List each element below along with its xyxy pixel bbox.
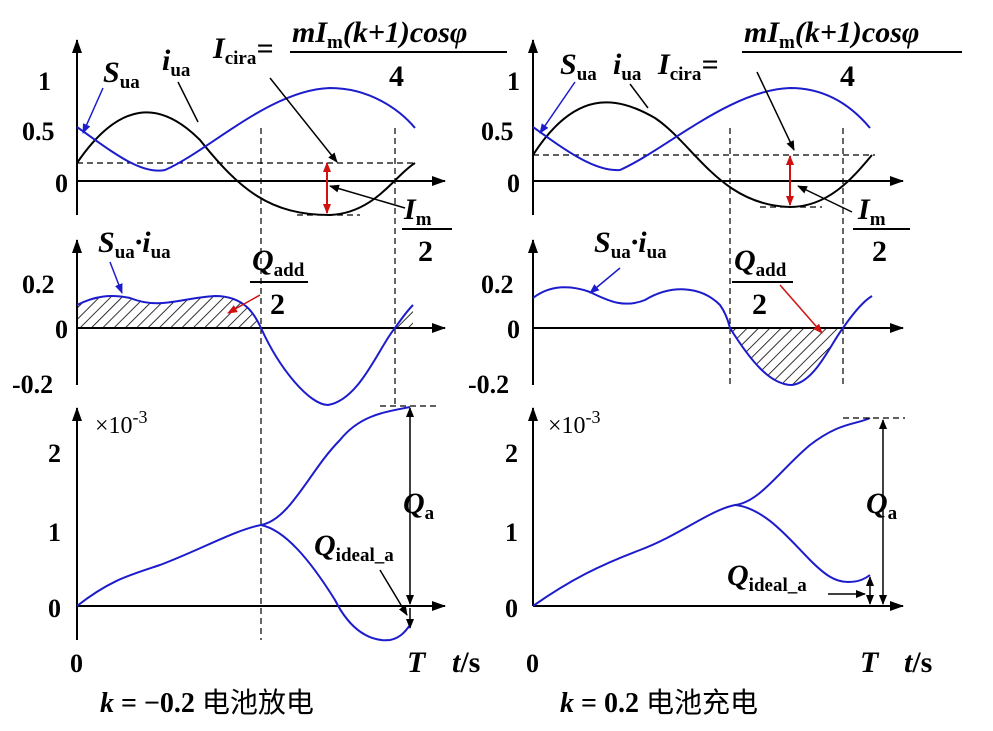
left-i-ua-curve [76, 111, 416, 217]
left-s-ua-curve [76, 86, 416, 172]
left-qideal-curve [260, 524, 411, 642]
left-row3-ytick-2: 2 [48, 439, 61, 468]
right-row3-ytick-1: 1 [505, 518, 518, 547]
right-qideal-curve [734, 504, 871, 584]
left-s-ua-label: Sua [103, 56, 140, 93]
right-row2-ytick-02: 0.2 [481, 270, 514, 299]
left-caption: k = −0.2 电池放电 [100, 686, 314, 719]
right-panel: 1 0.5 0 Sua iua Icira= mIm(k+1)cosφ 4 Im… [468, 16, 962, 719]
left-panel: 1 0.5 0 Sua iua Icira= mIm(k+1)cosφ 4 Im… [12, 16, 507, 719]
left-row2-curve [76, 294, 414, 407]
left-row2-hatch-region [77, 296, 413, 328]
right-i-ua-label: iua [613, 48, 642, 85]
left-row3-ytick-0: 0 [48, 594, 61, 623]
right-row2-ytick-0: 0 [507, 315, 520, 344]
left-qideal-pointer [379, 569, 408, 616]
left-row1-ytick-05: 0.5 [22, 117, 55, 146]
right-row3-ytick-0: 0 [505, 594, 518, 623]
right-icira-label: Icira= [657, 48, 718, 85]
left-im-two: 2 [418, 235, 433, 268]
right-row2-ytick-m02: -0.2 [468, 370, 509, 399]
right-row1-ytick-05: 0.5 [481, 117, 514, 146]
left-i-ua-pointer [177, 81, 199, 123]
right-i-ua-pointer [629, 83, 649, 109]
left-row1-ytick-0: 0 [55, 169, 68, 198]
right-im-two: 2 [872, 235, 887, 268]
left-qadd-pointer [227, 294, 261, 314]
right-qadd-pointer [779, 284, 823, 334]
right-row2-curve [532, 286, 873, 387]
right-qa-curve [532, 417, 871, 607]
right-im-label: Im [857, 193, 886, 230]
right-xlabel: t/s [904, 646, 932, 679]
right-qadd-label: Qadd [734, 244, 787, 281]
right-icira-denominator: 4 [840, 60, 855, 93]
left-im-label: Im [403, 193, 432, 230]
left-im-pointer [329, 184, 406, 209]
right-row2-product-label: Sua·iua [594, 226, 667, 263]
left-s-ua-pointer [82, 87, 104, 134]
left-icira-denominator: 4 [389, 60, 404, 93]
right-qideal-label: Qideal_a [727, 559, 807, 596]
right-row2-product-pointer [589, 267, 621, 294]
right-s-ua-pointer [539, 81, 576, 134]
left-qadd-two: 2 [270, 288, 285, 321]
left-qadd-label: Qadd [252, 244, 305, 281]
right-s-ua-curve [532, 86, 871, 172]
left-row2-ytick-0: 0 [55, 315, 68, 344]
left-xtick-0: 0 [70, 649, 83, 678]
right-xtick-T: T [860, 646, 880, 679]
right-icira-numerator: mIm(k+1)cosφ [744, 16, 919, 53]
right-s-ua-label: Sua [560, 48, 597, 85]
left-row3-scale: ×10-3 [95, 407, 148, 439]
right-icira-pointer [756, 71, 795, 151]
right-row3-scale: ×10-3 [548, 407, 601, 439]
left-i-ua-label: iua [162, 44, 191, 81]
left-qa-label: Qa [403, 487, 435, 524]
left-row2-product-label: Sua·iua [98, 226, 171, 263]
right-row3-ytick-2: 2 [505, 439, 518, 468]
left-row2-product-pointer [109, 261, 123, 294]
left-row3-ytick-1: 1 [48, 518, 61, 547]
right-xtick-0: 0 [526, 649, 539, 678]
left-icira-pointer [269, 77, 338, 163]
right-qa-label: Qa [866, 487, 898, 524]
right-row1-ytick-1: 1 [507, 67, 520, 96]
right-row1-ytick-0: 0 [507, 169, 520, 198]
left-icira-label: Icira= [212, 32, 273, 69]
right-row2-hatch-region [730, 328, 843, 385]
right-im-pointer [797, 185, 853, 213]
right-qadd-two: 2 [752, 288, 767, 321]
left-row2-ytick-02: 0.2 [22, 270, 55, 299]
right-i-ua-curve [532, 101, 873, 209]
left-xlabel: t/s [452, 646, 480, 679]
left-row2-ytick-m02: -0.2 [12, 370, 53, 399]
left-qideal-label: Qideal_a [314, 529, 394, 566]
right-caption: k = 0.2 电池充电 [560, 686, 758, 719]
left-row1-ytick-1: 1 [38, 67, 51, 96]
left-icira-numerator: mIm(k+1)cosφ [292, 16, 467, 53]
left-xtick-T: T [407, 646, 427, 679]
